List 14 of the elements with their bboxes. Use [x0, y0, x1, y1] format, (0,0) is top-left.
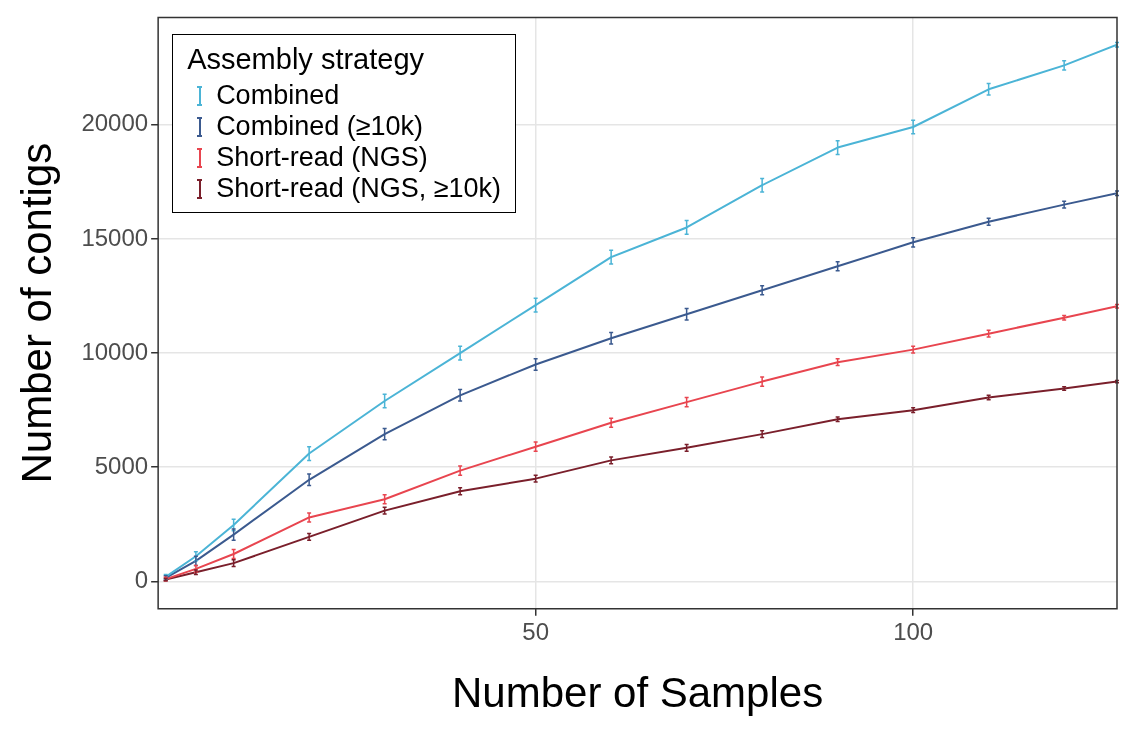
legend-label: Short-read (NGS, ≥10k) — [216, 173, 502, 205]
y-tick-label: 15000 — [81, 223, 149, 251]
y-axis-title: Number of contigs — [12, 142, 60, 484]
y-tick-label: 5000 — [94, 451, 149, 479]
y-tick-label: 10000 — [81, 337, 149, 365]
legend-title: Assembly strategy — [187, 43, 426, 77]
legend-label: Combined — [216, 80, 340, 112]
legend-label: Short-read (NGS) — [216, 142, 428, 174]
legend-label: Combined (≥10k) — [216, 111, 424, 143]
x-tick-label: 100 — [893, 617, 934, 645]
y-tick-label: 0 — [134, 566, 149, 594]
y-tick-label: 20000 — [81, 109, 149, 137]
x-tick-label: 50 — [522, 617, 549, 645]
x-axis-title: Number of Samples — [451, 669, 824, 717]
